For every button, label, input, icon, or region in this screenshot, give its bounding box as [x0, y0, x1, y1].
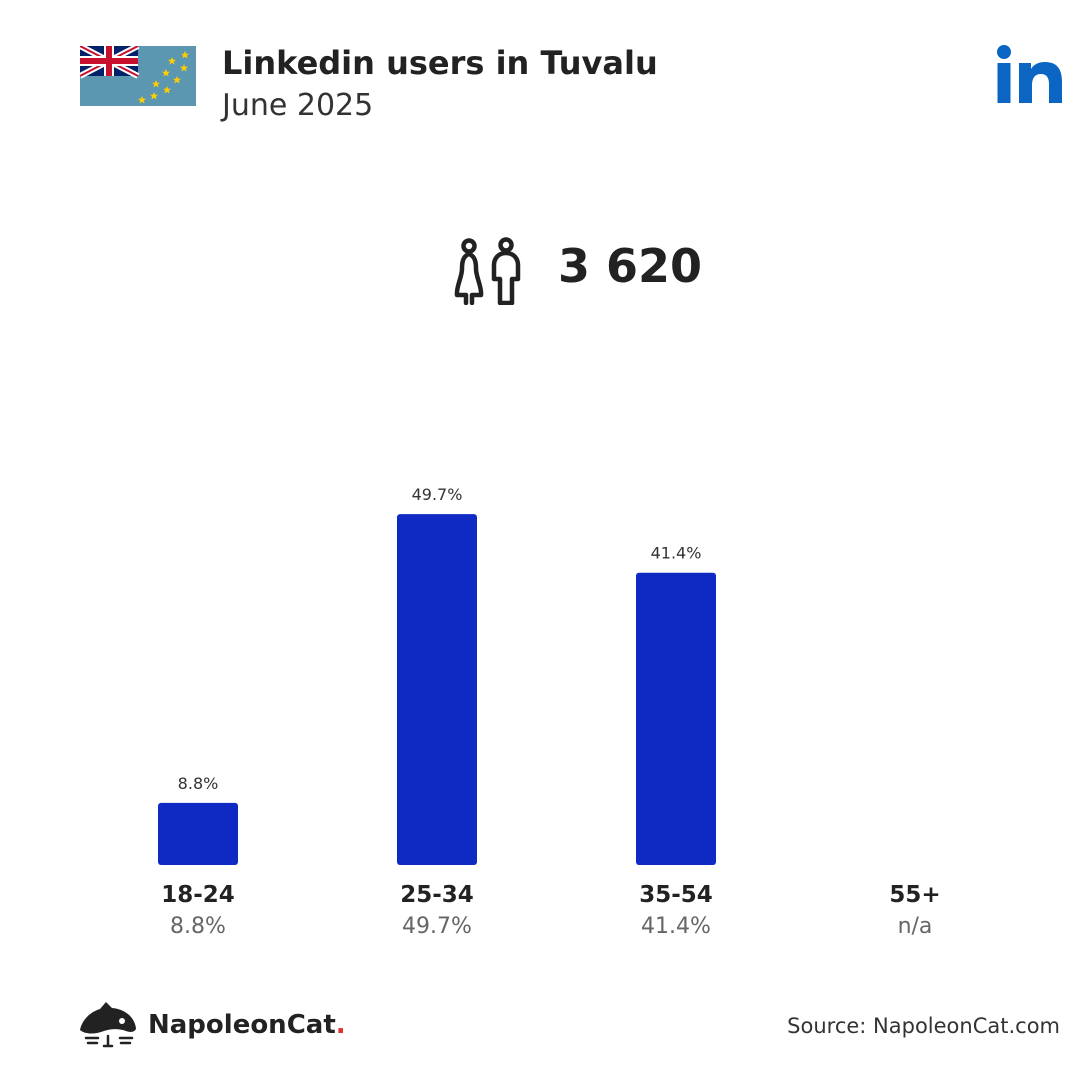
source-credit: Source: NapoleonCat.com — [787, 1014, 1060, 1038]
category-label: 55+ — [889, 882, 941, 908]
category-35-54: 35-54 41.4% — [596, 882, 756, 939]
bar-25-34 — [397, 514, 477, 865]
category-55-plus: 55+ n/a — [835, 882, 995, 939]
category-label: 25-34 — [400, 882, 474, 908]
napoleoncat-logo-icon — [80, 1002, 136, 1048]
category-value: n/a — [897, 914, 933, 939]
category-value: 8.8% — [170, 914, 226, 939]
category-18-24: 18-24 8.8% — [118, 882, 278, 939]
bar-18-24 — [158, 802, 238, 865]
chart-subtitle: June 2025 — [222, 88, 374, 123]
category-label: 35-54 — [639, 882, 713, 908]
bar-value-label: 49.7% — [412, 485, 463, 504]
age-bar-chart: 8.8% 49.7% 41.4% — [158, 485, 716, 865]
bar-value-label: 8.8% — [178, 774, 219, 793]
category-value: 41.4% — [641, 914, 711, 939]
bar-value-label: 41.4% — [651, 544, 702, 563]
bar-35-54 — [636, 572, 716, 865]
tuvalu-flag-icon — [80, 46, 196, 106]
category-label: 18-24 — [161, 882, 235, 908]
total-users-value: 3 620 — [558, 239, 703, 293]
brand-dot: . — [335, 1010, 346, 1040]
category-25-34: 25-34 49.7% — [357, 882, 517, 939]
chart-title: Linkedin users in Tuvalu — [222, 44, 658, 82]
linkedin-logo-icon — [997, 45, 1062, 103]
users-icon — [454, 237, 521, 305]
brand-name-text: NapoleonCat — [148, 1010, 336, 1040]
brand-name: NapoleonCat. — [148, 1010, 346, 1040]
category-value: 49.7% — [402, 914, 472, 939]
